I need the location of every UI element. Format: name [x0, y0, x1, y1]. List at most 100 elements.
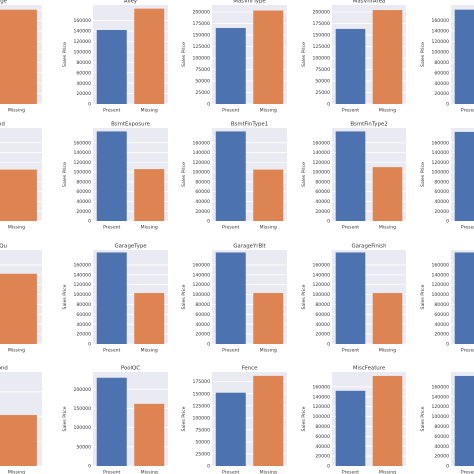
- chart-9: 0 20000 40000 60000 80000 100000 120000 140000 1…: [301, 122, 406, 231]
- x-tick-label: Present: [222, 470, 239, 474]
- chart-title: GarageType: [114, 244, 147, 250]
- y-tick-label: 140000: [73, 272, 91, 278]
- y-tick-label: 140000: [312, 394, 330, 400]
- y-tick-label: 140000: [192, 272, 210, 278]
- x-tick-label: Present: [103, 470, 120, 474]
- chart-11: 0200004000060000800001000001200001400001…: [0, 244, 42, 354]
- y-tick-label: 0: [88, 102, 91, 108]
- y-tick-label: 25000: [195, 452, 210, 458]
- chart-13: 0 20000 40000 60000 80000 100000 120000 140000 1…: [181, 244, 287, 354]
- chart-title: MiscFeature: [353, 366, 386, 372]
- y-tick-label: 160000: [192, 140, 210, 146]
- y-tick-label: 100000: [312, 170, 330, 176]
- y-tick-label: 50000: [76, 444, 91, 450]
- y-tick-label: 60000: [195, 312, 210, 318]
- y-tick-label: 20000: [76, 209, 91, 215]
- y-tick-label: 120000: [192, 160, 210, 166]
- bar-present: [335, 131, 366, 221]
- bar-missing: [134, 8, 165, 104]
- y-tick-label: 40000: [315, 199, 330, 205]
- y-tick-label: 40000: [76, 199, 91, 205]
- chart-2: 0 20000 40000 60000 80000 100000 120000 140000 1…: [62, 0, 168, 114]
- y-tick-label: 160000: [312, 262, 330, 268]
- y-tick-label: 25000: [315, 90, 330, 96]
- y-tick-label: 60000: [434, 312, 449, 318]
- y-tick-label: 100000: [73, 49, 91, 55]
- y-axis-label: Sales Price: [301, 162, 307, 187]
- y-tick-label: 25000: [195, 90, 210, 96]
- y-tick-label: 40000: [76, 322, 91, 328]
- y-tick-label: 0: [207, 464, 210, 470]
- y-tick-label: 140000: [312, 150, 330, 156]
- y-tick-label: 60000: [315, 434, 330, 440]
- x-tick-label: Missing: [379, 225, 396, 231]
- y-tick-label: 160000: [73, 262, 91, 268]
- bar-missing: [372, 167, 403, 221]
- y-tick-label: 80000: [76, 60, 91, 66]
- bar-missing: [253, 169, 284, 221]
- y-tick-label: 60000: [434, 70, 449, 76]
- x-tick-label: Present: [222, 225, 239, 231]
- chart-6: 0200004000060000800001000001200001400001…: [0, 122, 42, 231]
- y-axis-label: Sales Price: [181, 162, 187, 187]
- bar-missing: [253, 293, 284, 344]
- y-tick-label: 40000: [195, 199, 210, 205]
- x-tick-label: Missing: [260, 470, 277, 474]
- x-tick-label: Present: [103, 348, 120, 354]
- y-tick-label: 120000: [192, 282, 210, 288]
- chart-title: Fence: [242, 366, 259, 372]
- y-tick-label: 0: [327, 464, 330, 470]
- x-tick-label: Present: [342, 348, 359, 354]
- y-tick-label: 160000: [431, 384, 449, 390]
- y-tick-label: 75000: [195, 427, 210, 433]
- y-tick-label: 20000: [434, 332, 449, 338]
- x-tick-label: Missing: [379, 470, 396, 474]
- y-tick-label: 80000: [195, 179, 210, 185]
- bar-missing: [372, 375, 403, 466]
- chart-title: Alley: [124, 0, 138, 5]
- y-axis-label: Sales Price: [301, 406, 307, 431]
- x-tick-label: Present: [342, 108, 359, 114]
- y-tick-label: 120000: [73, 282, 91, 288]
- x-tick-label: Missing: [379, 348, 396, 354]
- bar-present: [335, 390, 366, 466]
- x-tick-label: Missing: [8, 108, 25, 114]
- y-axis-label: Sales Price: [62, 284, 68, 309]
- chart-title: BsmtExposure: [111, 122, 151, 128]
- x-tick-label: Present: [461, 225, 474, 231]
- y-tick-label: 50000: [315, 79, 330, 85]
- y-tick-label: 60000: [434, 189, 449, 195]
- y-axis-label: Sales Price: [62, 162, 68, 187]
- y-tick-label: 20000: [434, 209, 449, 215]
- bar-present: [215, 392, 246, 466]
- bar-present: [215, 28, 246, 105]
- y-tick-label: 100000: [73, 292, 91, 298]
- chart-17: 0 50000 100000 150000 200000 Present Missing Sa…: [62, 366, 168, 474]
- y-tick-label: 40000: [315, 322, 330, 328]
- x-tick-label: Missing: [141, 108, 158, 114]
- y-tick-label: 100000: [431, 49, 449, 55]
- chart-4: 0 25000 50000 75000 100000 125000 150000 175000…: [301, 0, 406, 114]
- y-tick-label: 40000: [195, 322, 210, 328]
- y-tick-label: 100000: [431, 292, 449, 298]
- y-tick-label: 0: [327, 102, 330, 108]
- y-tick-label: 125000: [192, 44, 210, 50]
- bar-missing: [253, 10, 284, 104]
- y-tick-label: 60000: [315, 312, 330, 318]
- x-tick-label: Present: [103, 108, 120, 114]
- y-tick-label: 20000: [315, 454, 330, 460]
- bar-missing: [0, 169, 37, 221]
- x-tick-label: Present: [222, 108, 239, 114]
- y-tick-label: 175000: [192, 379, 210, 385]
- y-tick-label: 200000: [73, 387, 91, 393]
- y-tick-label: 100000: [73, 425, 91, 431]
- x-tick-label: Missing: [8, 348, 25, 354]
- chart-19: 0 20000 40000 60000 80000 100000 120000 140000 1…: [301, 366, 406, 474]
- y-tick-label: 100000: [192, 56, 210, 62]
- y-axis-label: Sales Price: [420, 406, 426, 431]
- y-tick-label: 20000: [315, 209, 330, 215]
- y-tick-label: 120000: [431, 160, 449, 166]
- chart-20: 0 20000 40000 60000 80000 100000 120000 140000 1…: [420, 372, 474, 474]
- y-tick-label: 75000: [195, 67, 210, 73]
- chart-16: 050000100000150000PresentMissingSales Pr…: [0, 366, 42, 474]
